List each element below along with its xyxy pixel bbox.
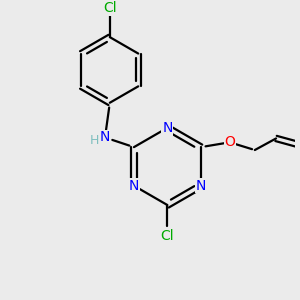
Text: H: H — [90, 134, 99, 147]
Text: Cl: Cl — [160, 229, 174, 243]
Text: O: O — [224, 135, 235, 149]
Text: N: N — [129, 179, 139, 193]
Text: N: N — [162, 121, 172, 135]
Text: N: N — [100, 130, 110, 145]
Text: Cl: Cl — [103, 1, 117, 15]
Text: N: N — [196, 179, 206, 193]
